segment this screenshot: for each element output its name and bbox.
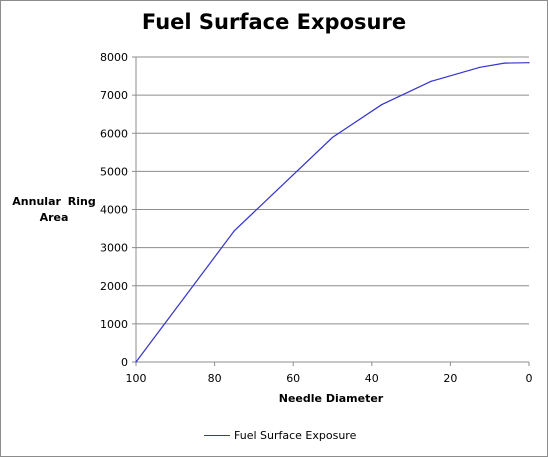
x-tick-label: 20 <box>443 372 457 385</box>
legend-entry: Fuel Surface Exposure <box>234 429 357 442</box>
y-tick-label: 8000 <box>100 51 128 64</box>
x-tick-label: 80 <box>208 372 222 385</box>
legend-swatch <box>204 435 230 436</box>
x-tick-label: 100 <box>126 372 147 385</box>
x-tick-label: 60 <box>286 372 300 385</box>
y-tick-label: 6000 <box>100 127 128 140</box>
y-tick-label: 0 <box>121 356 128 369</box>
x-tick-label: 0 <box>526 372 533 385</box>
data-point <box>528 62 530 64</box>
y-tick-label: 3000 <box>100 242 128 255</box>
y-tick-label: 5000 <box>100 165 128 178</box>
data-point <box>479 66 481 68</box>
chart-title: Fuel Surface Exposure <box>141 10 407 34</box>
legend: Fuel Surface Exposure <box>204 429 356 442</box>
y-tick-label: 7000 <box>100 89 128 102</box>
data-point <box>135 361 137 363</box>
y-tick-label: 2000 <box>100 280 128 293</box>
series-line <box>135 62 530 363</box>
data-point <box>233 230 235 232</box>
x-axis-label: Needle Diameter <box>278 392 384 405</box>
data-point <box>430 80 432 82</box>
x-tick-label: 40 <box>365 372 379 385</box>
y-axis-label: Annular Ring Area <box>12 195 96 224</box>
data-point <box>381 104 383 106</box>
y-tick-label: 4000 <box>100 204 128 217</box>
data-point <box>503 62 506 64</box>
data-point <box>331 136 334 139</box>
y-tick-label: 1000 <box>100 318 128 331</box>
